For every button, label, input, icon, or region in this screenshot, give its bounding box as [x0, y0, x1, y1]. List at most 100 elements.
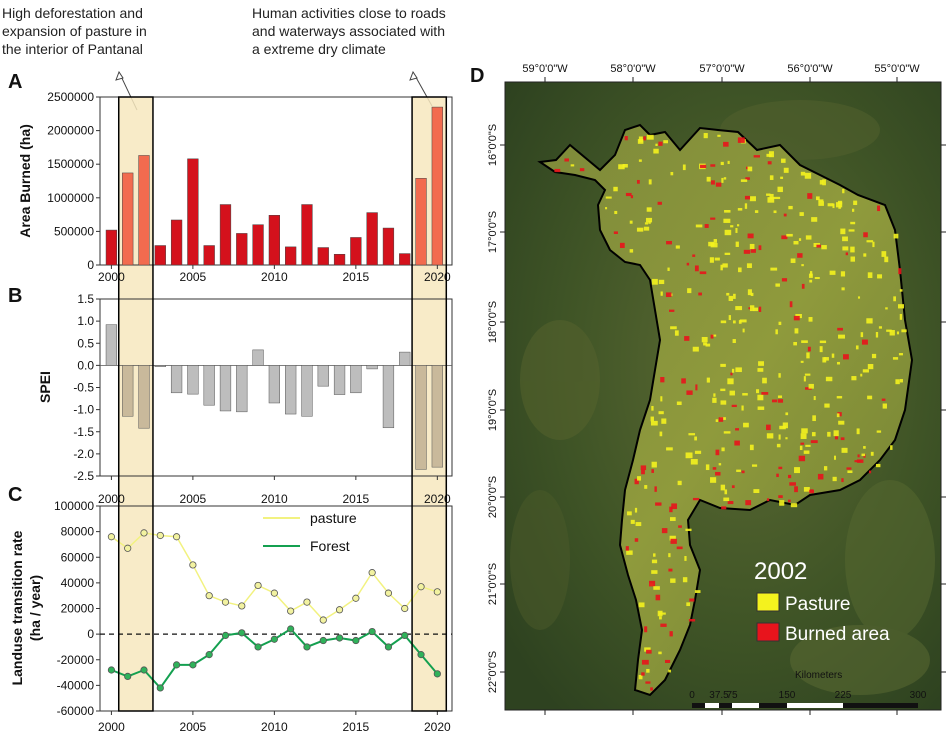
map-pixel: [801, 340, 808, 343]
map-pixel: [720, 484, 726, 491]
map-pixel: [737, 208, 743, 211]
map-pixel: [861, 453, 866, 457]
map-pixel: [886, 329, 892, 332]
map-pixel: [842, 236, 848, 242]
map-pixel: [866, 240, 874, 243]
map-pixel: [690, 459, 698, 465]
map-pixel: [663, 140, 669, 144]
map-pixel: [781, 158, 786, 163]
annotation-right-line-3: a extreme dry climate: [252, 41, 386, 57]
map-pixel: [724, 489, 728, 495]
map-pixel: [785, 412, 789, 416]
chart-a-bar-2018: [399, 253, 411, 266]
map-pixel: [749, 444, 754, 451]
map-pixel: [862, 369, 869, 373]
map-pixel: [842, 246, 849, 251]
map-pixel: [730, 372, 733, 376]
map-pixel: [735, 367, 742, 373]
map-pixel: [747, 233, 754, 239]
legend-pasture-text: Pasture: [785, 594, 850, 615]
chart-b-bar-2012: [301, 365, 313, 417]
map-pixel: [731, 485, 735, 489]
map-pixel: [736, 224, 740, 227]
chart-b-bar-2011: [285, 365, 297, 415]
map-top-tick-label: 56°0'0"W: [787, 63, 833, 75]
map-pixel: [842, 188, 845, 194]
map-pixel: [884, 256, 889, 263]
chart-b-xtick-label: 2020: [424, 492, 451, 506]
map-pixel: [899, 289, 903, 292]
map-pixel: [790, 258, 796, 263]
map-pixel: [706, 176, 711, 182]
map-pixel: [710, 242, 718, 248]
scale-bar-label: 0: [689, 690, 695, 701]
map-pixel: [881, 251, 887, 257]
chart-c-ytick-label: -40000: [57, 678, 95, 692]
map-pixel: [776, 473, 779, 478]
map-pixel: [800, 433, 807, 439]
map-pixel: [778, 495, 783, 499]
map-pixel: [686, 262, 690, 266]
chart-a-bar-2006: [203, 245, 215, 266]
map-pixel: [808, 273, 813, 278]
map-pixel: [643, 226, 650, 231]
map-pixel: [794, 486, 798, 493]
map-pixel: [775, 329, 778, 335]
chart-b-ytick-label: -2.0: [73, 447, 94, 461]
map-pixel: [724, 252, 731, 255]
map-pixel: [739, 319, 747, 323]
map-pixel: [803, 487, 810, 492]
map-pixel: [778, 466, 783, 470]
map-pixel: [788, 474, 792, 479]
map-pixel: [728, 295, 734, 301]
chart-c-point-forest-2013: [319, 636, 327, 645]
map-pixel: [718, 417, 724, 422]
chart-c-xtick-label: 2010: [261, 720, 288, 734]
chart-a-bar-2004: [170, 219, 183, 266]
map-pixel: [660, 396, 663, 402]
map-pixel: [625, 546, 629, 551]
chart-c-point-forest-2002: [140, 666, 148, 674]
map-pixel: [872, 241, 875, 248]
chart-a-bar-2001: [122, 172, 134, 266]
map-top-tick-label: 58°0'0"W: [610, 63, 656, 75]
map-pixel: [644, 647, 651, 652]
chart-c-point-forest-2015: [352, 636, 360, 645]
map-pixel: [779, 425, 786, 430]
chart-c-point-pasture-2016: [368, 569, 376, 577]
scale-bar: Kilometers 0 37.575 150 225 300: [689, 670, 927, 708]
map-pixel: [651, 405, 654, 411]
map-pixel: [798, 455, 806, 462]
map-pixel: [675, 245, 680, 249]
map-pixel: [782, 422, 788, 429]
map-pixel: [659, 431, 663, 437]
scale-bar-label: 300: [910, 690, 927, 701]
chart-c-ytick-label: 20000: [61, 602, 95, 616]
chart-b-bar-2016: [366, 365, 378, 370]
map-pixel: [740, 179, 748, 182]
map-pixel: [700, 164, 707, 169]
map-pixel: [881, 398, 886, 401]
map-pixel: [649, 580, 656, 587]
map-pixel: [654, 486, 657, 492]
chart-c-xtick-label: 2000: [98, 720, 125, 734]
map-pixel: [641, 659, 649, 665]
chart-c-point-forest-2006: [205, 651, 213, 659]
map-pixel: [753, 307, 759, 312]
map-pixel: [726, 292, 730, 296]
map-pixel: [694, 590, 701, 593]
map-pixel: [767, 161, 772, 165]
map-pixel: [605, 207, 608, 210]
map-pixel: [715, 471, 721, 476]
chart-c-point-pasture-2007: [221, 598, 230, 606]
map-left-tick-label: 20°0'0"S: [487, 476, 499, 518]
highlight-band-outlines: [117, 96, 448, 712]
map-pixel: [860, 332, 864, 338]
map-pixel: [819, 180, 824, 185]
map-pixel: [655, 594, 661, 601]
map-pixel: [836, 396, 843, 399]
map-pixel: [786, 233, 793, 237]
chart-a-bar-2010: [268, 215, 280, 266]
chart-a-bar-2014: [333, 253, 346, 266]
chart-a-bar-2008: [236, 233, 248, 266]
